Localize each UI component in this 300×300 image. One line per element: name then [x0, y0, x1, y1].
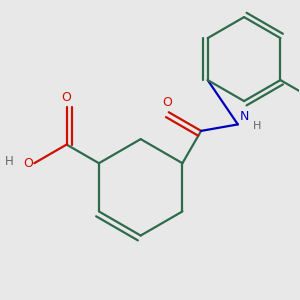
Text: O: O	[23, 157, 33, 170]
Text: N: N	[239, 110, 249, 123]
Text: O: O	[62, 91, 71, 104]
Text: H: H	[5, 155, 14, 168]
Text: H: H	[253, 121, 261, 131]
Text: O: O	[162, 96, 172, 109]
